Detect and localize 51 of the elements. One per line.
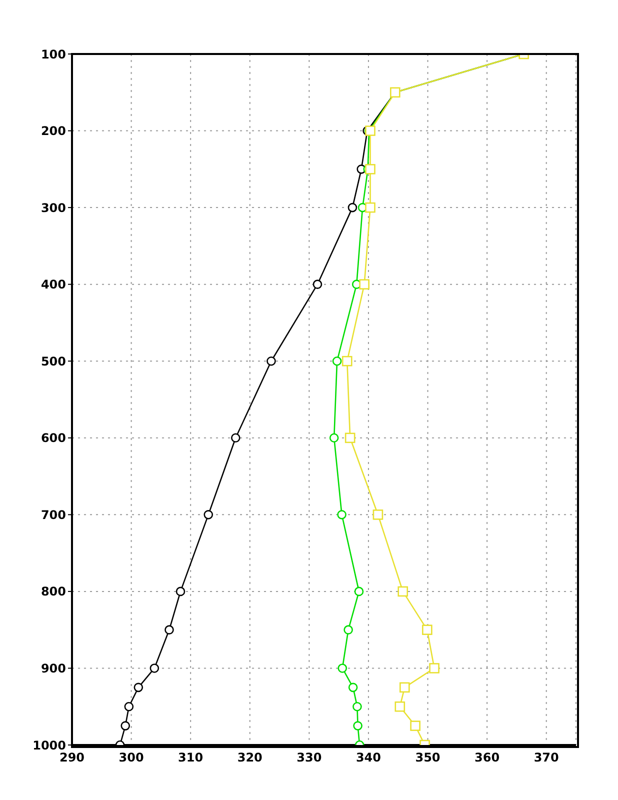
point [365, 164, 376, 174]
x-tick-label: 300 [118, 750, 144, 765]
x-tick-label: 290 [59, 750, 85, 765]
point [399, 682, 410, 693]
point [354, 586, 364, 596]
x-tick-label: 310 [178, 750, 204, 765]
point [332, 356, 342, 366]
x-tick-label: 360 [474, 750, 500, 765]
x-tick-label: 350 [415, 750, 440, 765]
y-tick-label: 500 [40, 354, 66, 368]
point [134, 682, 144, 692]
point [422, 624, 432, 635]
point [410, 720, 420, 731]
point [124, 702, 134, 712]
point [266, 356, 276, 366]
point [120, 721, 130, 730]
point [348, 682, 358, 692]
point [176, 586, 186, 596]
point [353, 721, 362, 730]
y-tick-label: 800 [40, 584, 66, 599]
point [231, 433, 240, 443]
point [398, 586, 408, 597]
y-tick-label: 400 [40, 278, 66, 292]
point [150, 664, 160, 673]
point [164, 625, 174, 634]
point [312, 280, 322, 289]
point [344, 625, 353, 634]
point [429, 663, 440, 674]
point [348, 202, 358, 212]
point [338, 664, 348, 673]
point [204, 510, 214, 520]
point [352, 702, 362, 712]
point [329, 433, 339, 443]
y-tick-label: 300 [40, 200, 66, 215]
point [365, 202, 376, 213]
x-tick-label: 320 [237, 750, 262, 765]
y-tick-label: 1000 [32, 738, 66, 752]
point [337, 510, 346, 520]
point [344, 432, 356, 444]
x-tick-label: 330 [296, 750, 322, 765]
y-tick-label: 700 [40, 508, 66, 522]
y-tick-label: 200 [40, 124, 66, 138]
point [342, 356, 352, 366]
y-tick-label: 600 [40, 431, 66, 446]
point [394, 701, 406, 712]
x-tick-label: 340 [356, 750, 381, 765]
y-tick-label: 900 [40, 661, 66, 676]
point [359, 279, 370, 290]
x-tick-label: 370 [534, 750, 559, 765]
point [372, 510, 384, 520]
y-tick-label: 100 [40, 47, 66, 62]
